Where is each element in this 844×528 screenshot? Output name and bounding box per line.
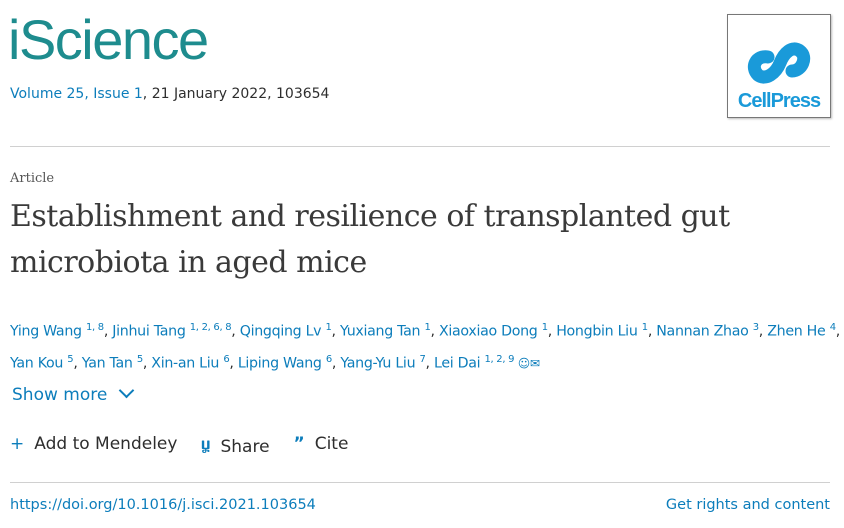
doi-link[interactable]: https://doi.org/10.1016/j.isci.2021.1036… bbox=[10, 497, 316, 513]
author-list: Ying Wang 1, 8, Jinhui Tang 1, 2, 6, 8, … bbox=[10, 322, 840, 372]
affiliation-ref[interactable]: 5 bbox=[136, 353, 143, 365]
article-title: Establishment and resilience of transpla… bbox=[10, 199, 730, 280]
chevron-down-icon bbox=[118, 382, 134, 399]
article-type: Article bbox=[10, 171, 55, 186]
affiliation-ref[interactable]: 1 bbox=[641, 322, 648, 333]
show-more-button[interactable]: Show more bbox=[12, 382, 134, 405]
affiliation-ref[interactable]: 5 bbox=[67, 353, 74, 365]
affiliation-ref[interactable]: 4 bbox=[829, 322, 836, 333]
affiliation-ref[interactable]: 1 bbox=[424, 322, 431, 333]
email-icon[interactable]: ✉ bbox=[529, 356, 540, 371]
volume-info: Volume 25, Issue 1, 21 January 2022, 103… bbox=[10, 86, 329, 102]
author-link[interactable]: Lei Dai bbox=[433, 355, 481, 372]
person-icon[interactable]: ☺ bbox=[514, 356, 531, 371]
author-link[interactable]: Yan Kou bbox=[10, 355, 64, 372]
rights-link[interactable]: Get rights and content bbox=[665, 497, 830, 513]
author-link[interactable]: Qingqing Lv bbox=[239, 323, 322, 340]
cellpress-logo[interactable]: CellPress bbox=[727, 14, 831, 118]
affiliation-ref[interactable]: 3 bbox=[752, 322, 759, 333]
svg-text:CellPress: CellPress bbox=[738, 90, 821, 112]
share-button[interactable]: Ⱟ Share bbox=[201, 434, 269, 460]
cite-label: Cite bbox=[314, 434, 349, 454]
cite-button[interactable]: ” Cite bbox=[294, 434, 349, 460]
author-link[interactable]: Hongbin Liu bbox=[556, 323, 638, 340]
share-icon: Ⱟ bbox=[201, 437, 211, 457]
add-to-mendeley-button[interactable]: + Add to Mendeley bbox=[10, 434, 177, 460]
affiliation-ref[interactable]: 1 bbox=[541, 322, 548, 333]
author-link[interactable]: Xiaoxiao Dong bbox=[438, 323, 538, 340]
author-link[interactable]: Yuxiang Tan bbox=[339, 323, 421, 340]
author-link[interactable]: Jinhui Tang bbox=[112, 323, 186, 340]
affiliation-ref[interactable]: 6 bbox=[223, 353, 230, 365]
affiliation-ref[interactable]: 1, 8 bbox=[85, 322, 104, 333]
affiliation-ref[interactable]: 6 bbox=[325, 353, 332, 365]
author-link[interactable]: Yan Tan bbox=[81, 355, 133, 372]
affiliation-ref[interactable]: 7 bbox=[419, 353, 426, 365]
share-label: Share bbox=[220, 437, 270, 457]
journal-title[interactable]: iScience bbox=[8, 8, 209, 71]
affiliation-ref[interactable]: 1 bbox=[325, 322, 332, 333]
quote-icon: ” bbox=[293, 434, 305, 454]
author-link[interactable]: Xin-an Liu bbox=[151, 355, 220, 372]
affiliation-ref[interactable]: 1, 2, 6, 8 bbox=[189, 322, 232, 333]
plus-icon: + bbox=[10, 434, 25, 454]
author-link[interactable]: Yang-Yu Liu bbox=[340, 355, 416, 372]
mendeley-label: Add to Mendeley bbox=[34, 434, 178, 454]
affiliation-ref[interactable]: 1, 2, 9 bbox=[484, 353, 515, 365]
divider bbox=[10, 146, 830, 147]
author-link[interactable]: Nannan Zhao bbox=[656, 323, 749, 340]
divider bbox=[10, 482, 830, 483]
article-actions: + Add to Mendeley Ⱟ Share ” Cite bbox=[10, 434, 348, 460]
author-link[interactable]: Liping Wang bbox=[237, 355, 322, 372]
show-more-label: Show more bbox=[12, 385, 108, 405]
date-info: , 21 January 2022, 103654 bbox=[142, 86, 330, 102]
author-link[interactable]: Zhen He bbox=[767, 323, 826, 340]
volume-link[interactable]: Volume 25, Issue 1 bbox=[10, 86, 143, 102]
author-link[interactable]: Ying Wang bbox=[10, 323, 82, 340]
